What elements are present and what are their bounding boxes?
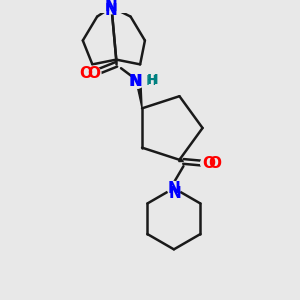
Text: H: H <box>146 74 156 88</box>
Circle shape <box>167 182 181 195</box>
Polygon shape <box>137 86 142 108</box>
Text: O: O <box>202 156 215 171</box>
Circle shape <box>105 0 118 14</box>
Polygon shape <box>179 158 183 162</box>
Circle shape <box>86 66 101 82</box>
Text: N: N <box>105 3 118 18</box>
Circle shape <box>201 156 216 171</box>
Text: O: O <box>87 66 100 81</box>
Text: N: N <box>129 74 142 89</box>
Text: O: O <box>80 66 92 81</box>
Text: N: N <box>130 74 143 89</box>
Text: O: O <box>208 156 221 171</box>
Text: N: N <box>169 186 181 201</box>
Text: H: H <box>147 73 158 87</box>
Text: N: N <box>105 0 118 14</box>
Text: N: N <box>167 181 180 196</box>
Circle shape <box>130 75 144 88</box>
